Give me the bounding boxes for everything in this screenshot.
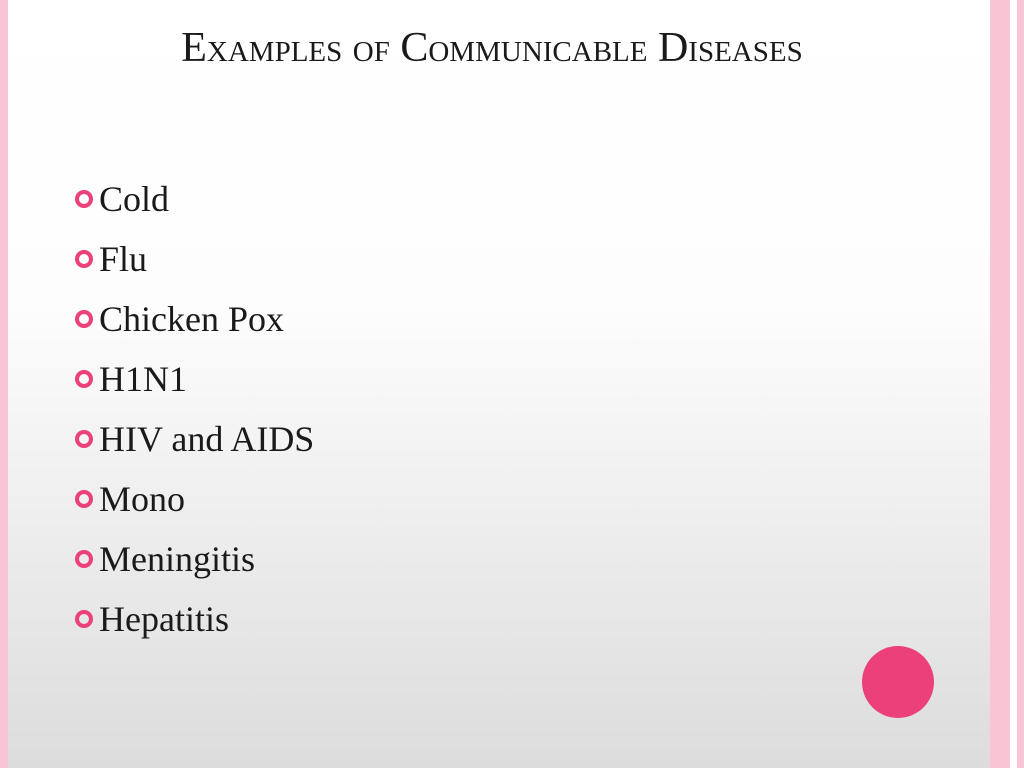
list-item-label: Chicken Pox bbox=[99, 298, 284, 340]
bullet-icon bbox=[75, 250, 93, 268]
list-item: Meningitis bbox=[75, 530, 314, 588]
bullet-icon bbox=[75, 310, 93, 328]
list-item-label: Cold bbox=[99, 178, 169, 220]
bullet-icon bbox=[75, 370, 93, 388]
left-border-stripe bbox=[0, 0, 8, 768]
bullet-icon bbox=[75, 550, 93, 568]
slide-title: Examples of Communicable Diseases bbox=[0, 24, 984, 72]
list-item: Mono bbox=[75, 470, 314, 528]
bullet-list: Cold Flu Chicken Pox H1N1 HIV and AIDS Mono Me… bbox=[75, 170, 314, 650]
list-item-label: Flu bbox=[99, 238, 147, 280]
bullet-icon bbox=[75, 610, 93, 628]
bullet-icon bbox=[75, 190, 93, 208]
right-border-stripes bbox=[990, 0, 1024, 768]
bullet-icon bbox=[75, 490, 93, 508]
border-stripe bbox=[1010, 0, 1017, 768]
list-item: Chicken Pox bbox=[75, 290, 314, 348]
list-item-label: Hepatitis bbox=[99, 598, 229, 640]
list-item-label: H1N1 bbox=[99, 358, 187, 400]
border-stripe bbox=[990, 0, 1010, 768]
decorative-circle bbox=[862, 646, 934, 718]
slide: Examples of Communicable Diseases Cold Fl… bbox=[0, 0, 1024, 768]
list-item-label: HIV and AIDS bbox=[99, 418, 314, 460]
list-item: Flu bbox=[75, 230, 314, 288]
list-item: HIV and AIDS bbox=[75, 410, 314, 468]
list-item: Cold bbox=[75, 170, 314, 228]
border-stripe bbox=[1017, 0, 1024, 768]
list-item-label: Mono bbox=[99, 478, 185, 520]
bullet-icon bbox=[75, 430, 93, 448]
list-item: Hepatitis bbox=[75, 590, 314, 648]
list-item-label: Meningitis bbox=[99, 538, 255, 580]
list-item: H1N1 bbox=[75, 350, 314, 408]
